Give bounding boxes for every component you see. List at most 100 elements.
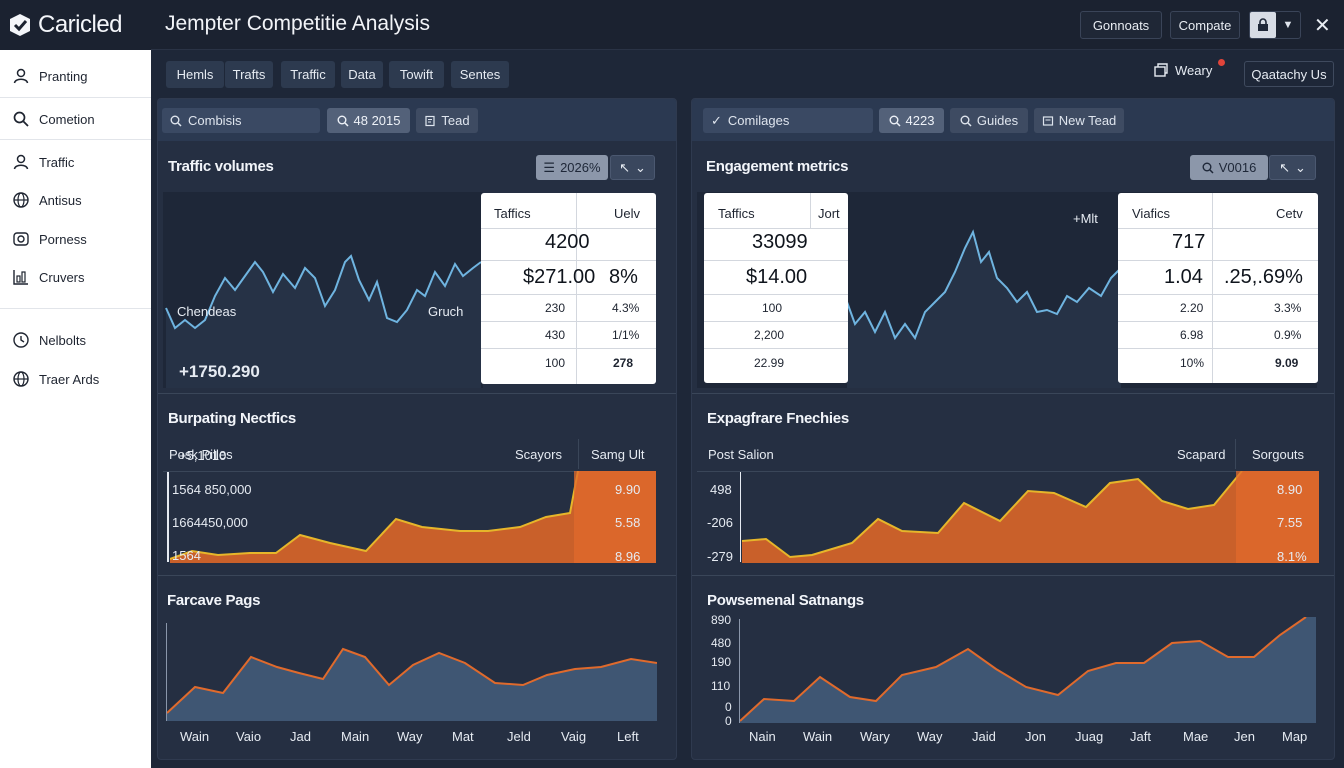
chevron-down-icon: ▼ xyxy=(1282,19,1294,31)
sidebar-item-traffic[interactable]: Traffic xyxy=(0,143,151,181)
filter-chip[interactable]: 4223 xyxy=(879,108,944,133)
chart-icon xyxy=(13,270,28,285)
brand-logo-icon xyxy=(10,14,30,36)
table-cell: 6.98 xyxy=(1180,328,1204,342)
chevron-down-icon: ⌄ xyxy=(1295,159,1306,175)
new-tead-chip[interactable]: New Tead xyxy=(1034,108,1124,133)
tead-chip[interactable]: Tead xyxy=(416,108,478,133)
engagement-sparkline xyxy=(846,229,1122,388)
x-axis-label: Mat xyxy=(452,729,474,744)
divider xyxy=(697,471,1319,472)
tab-hemls[interactable]: Hemls xyxy=(166,61,224,88)
traffic-chart: Chendeas Gruch +1750.290 +5,1010 xyxy=(163,192,483,463)
table-big-value: 33099 xyxy=(752,231,808,253)
search-input[interactable]: ✓ Comilages xyxy=(703,108,873,133)
section-title: Traffic volumes xyxy=(168,158,274,175)
tab-trafts[interactable]: Trafts xyxy=(225,61,273,88)
y-axis-label: 890 xyxy=(711,613,732,627)
table-big-value: .25,.69% xyxy=(1224,266,1303,288)
tab-sentes[interactable]: Sentes xyxy=(451,61,509,88)
table-cell: 9.09 xyxy=(1275,356,1299,370)
x-axis-label: Jen xyxy=(1234,729,1255,744)
quick-button[interactable]: Qaatachy Us xyxy=(1244,61,1334,87)
row-value: 8.96 xyxy=(615,549,641,564)
brand-name: Caricled xyxy=(38,11,123,38)
row-label: -206 xyxy=(707,515,734,530)
guides-chip[interactable]: Guides xyxy=(950,108,1028,133)
x-axis-label: Vaio xyxy=(236,729,262,744)
x-axis-label: Mae xyxy=(1183,729,1209,744)
column-header: Sorgouts xyxy=(1252,447,1305,462)
sidebar-item-nelbolts[interactable]: Nelbolts xyxy=(0,321,151,359)
compare-button[interactable]: Compate xyxy=(1170,11,1240,39)
traffic-sparkline xyxy=(165,254,482,388)
sort-dropdown[interactable]: ↖ ⌄ xyxy=(1269,155,1316,180)
x-axis-label: Wain xyxy=(180,729,210,744)
table-cell: 1/1% xyxy=(612,328,640,342)
sidebar-item-cometion[interactable]: Cometion xyxy=(0,100,151,138)
y-axis-label: 480 xyxy=(711,636,732,650)
traffic-big-value: +1750.290 xyxy=(179,362,260,381)
x-axis-label: Way xyxy=(397,729,423,744)
tab-data[interactable]: Data xyxy=(341,61,383,88)
search-icon xyxy=(1202,162,1214,174)
brand: Caricled xyxy=(0,0,151,50)
divider xyxy=(158,393,676,394)
row-label: 498 xyxy=(710,482,732,497)
divider xyxy=(692,575,1334,576)
document-icon xyxy=(1042,115,1053,126)
table-cell: 4.3% xyxy=(612,301,640,315)
section-title: Burpating Nectfics xyxy=(168,410,296,427)
blue-area-chart xyxy=(167,647,657,721)
user-icon xyxy=(13,68,29,84)
sidebar-item-antisus[interactable]: Antisus xyxy=(0,181,151,219)
x-axis-label: Jad xyxy=(290,729,311,744)
table-cell: 3.3% xyxy=(1274,301,1302,315)
search-input[interactable]: Combisis xyxy=(162,108,320,133)
tead-chip-label: Tead xyxy=(441,113,470,128)
sidebar-item-pranting[interactable]: Pranting xyxy=(0,57,151,95)
column-header: Post Salion xyxy=(708,447,774,462)
sidebar-item-porness[interactable]: Porness xyxy=(0,220,151,258)
sidebar-item-label: Porness xyxy=(39,231,87,247)
gonnoats-button[interactable]: Gonnoats xyxy=(1080,11,1162,39)
filter-chip-label: 48 2015 xyxy=(353,113,401,128)
lock-dropdown[interactable]: ▼ xyxy=(1249,11,1301,39)
tab-towift[interactable]: Towift xyxy=(389,61,444,88)
filter-chip[interactable]: 48 2015 xyxy=(327,108,410,133)
y-axis-label: 0 xyxy=(725,714,732,728)
new-tead-chip-label: New Tead xyxy=(1058,113,1117,128)
sidebar-item-label: Antisus xyxy=(39,192,82,208)
sort-icon: ↖ xyxy=(1279,159,1290,175)
notification-icon xyxy=(1154,63,1168,77)
row-label: 1564 850,000 xyxy=(172,482,252,497)
range-control[interactable]: V0016 xyxy=(1190,155,1268,180)
x-axis-label: Jaft xyxy=(1130,729,1151,744)
section-title: Expagfrare Fnechies xyxy=(707,410,849,427)
table-big-value: $271.00 xyxy=(523,266,596,288)
sidebar-divider xyxy=(0,139,151,140)
window-title: Jempter Competitie Analysis xyxy=(165,12,430,35)
range-control-label: V0016 xyxy=(1218,160,1257,175)
row-value: 9.90 xyxy=(615,482,641,497)
document-icon xyxy=(425,115,435,126)
sidebar-item-cruvers[interactable]: Cruvers xyxy=(0,258,151,296)
table-cell: 22.99 xyxy=(754,356,785,370)
notification-button[interactable]: Weary xyxy=(1153,62,1212,78)
row-value: 7.55 xyxy=(1277,515,1303,530)
globe-icon xyxy=(13,192,29,208)
table-header: Cetv xyxy=(1276,206,1303,221)
search-icon xyxy=(13,111,29,127)
column-header: Scapard xyxy=(1177,447,1226,462)
range-control[interactable]: ☰ 2026% xyxy=(536,155,608,180)
search-value: Combisis xyxy=(188,113,242,128)
tab-traffic[interactable]: Traffic xyxy=(281,61,335,88)
table-cell: 10% xyxy=(1180,356,1205,370)
sort-dropdown[interactable]: ↖ ⌄ xyxy=(610,155,655,180)
col-b-label: Gruch xyxy=(428,304,464,319)
close-icon[interactable]: ✕ xyxy=(1314,15,1331,37)
table-header: Viafics xyxy=(1132,206,1171,221)
sidebar-item-traer-ards[interactable]: Traer Ards xyxy=(0,360,151,398)
traffic-table: Taffics Uelv 4200 $271.00 8% 230 4.3% 43… xyxy=(481,193,656,384)
table-cell: 100 xyxy=(545,356,566,370)
